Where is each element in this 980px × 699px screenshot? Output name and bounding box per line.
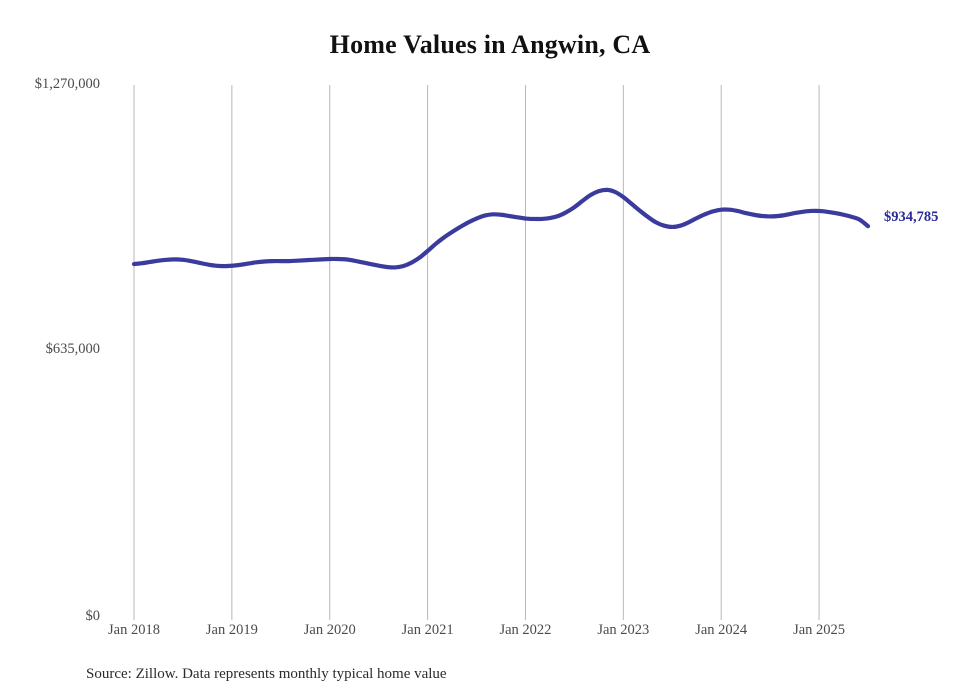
value-line <box>131 187 871 270</box>
y-axis-tick-top: $1,270,000 <box>34 76 100 92</box>
x-axis-tick-jan-2023: Jan 2023 <box>597 622 650 638</box>
x-axis-tick-jan-2024: Jan 2024 <box>695 622 748 638</box>
x-axis-tick-jan-2022: Jan 2022 <box>499 622 552 638</box>
vertical-gridlines <box>133 85 820 620</box>
x-axis-tick-jan-2018: Jan 2018 <box>108 622 160 638</box>
x-axis-tick-jan-2020: Jan 2020 <box>303 622 356 638</box>
x-axis-tick-jan-2021: Jan 2021 <box>401 622 454 638</box>
source-caption: Source: Zillow. Data represents monthly … <box>86 666 447 682</box>
y-axis-tick-zero: $0 <box>85 608 101 624</box>
end-value-label: $934,785 <box>884 209 939 226</box>
chart-title: Home Values in Angwin, CA <box>329 30 651 59</box>
x-axis-tick-jan-2025: Jan 2025 <box>793 622 846 638</box>
x-axis-tick-jan-2019: Jan 2019 <box>205 622 258 638</box>
y-axis-tick-middle: $635,000 <box>45 341 100 357</box>
